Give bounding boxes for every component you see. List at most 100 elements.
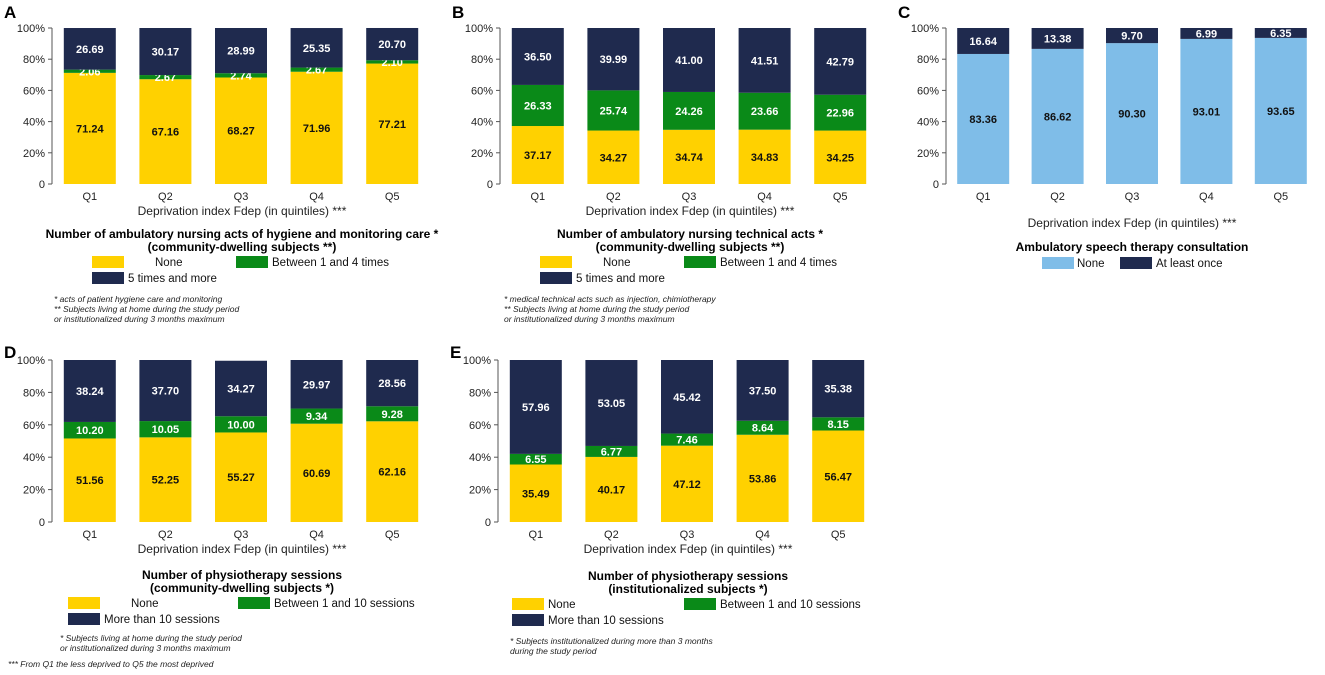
bar-segment-q4-s1	[1180, 28, 1233, 39]
data-label: 34.25	[826, 152, 854, 164]
bar-segment-q3-s1	[1106, 28, 1158, 44]
y-tick-label: 0	[485, 517, 491, 529]
bar-segment-q5-s0	[366, 421, 419, 522]
bar-segment-q5-s2	[814, 28, 867, 95]
data-label: 39.99	[600, 54, 628, 66]
data-label: 90.30	[1118, 109, 1146, 121]
data-label: 6.77	[601, 446, 622, 458]
bar-segment-q2-s0	[1031, 48, 1084, 184]
bar-segment-q1-s2	[511, 28, 564, 85]
bar-segment-q2-s1	[139, 421, 192, 438]
panel-b: B 0 20% 40% 60% 80% 100% 37.17 26.33 36.50 Q1 34.2…	[452, 3, 867, 324]
data-label: 8.64	[752, 423, 774, 435]
bar-segment-q1-s0	[63, 72, 116, 184]
data-label: 53.86	[749, 473, 777, 485]
legend-swatch-more	[92, 272, 124, 284]
legend-swatch-none	[1042, 257, 1074, 269]
data-label: 42.79	[826, 56, 854, 68]
bar-segment-q1-s2	[509, 360, 562, 454]
legend-label-none: None	[155, 257, 183, 269]
panel-a-note-3: or institutionalized during 3 months max…	[54, 314, 225, 324]
data-label: 55.27	[227, 472, 255, 484]
bar-segment-q1-s1	[63, 421, 116, 439]
panel-a-note-1: * acts of patient hygiene care and monit…	[54, 294, 222, 304]
y-tick-label: 80%	[471, 54, 493, 66]
data-label: 24.26	[675, 106, 703, 118]
y-tick-label: 100%	[465, 23, 493, 35]
panel-a-legend: None Between 1 and 4 times 5 times and m…	[92, 256, 389, 285]
bar-segment-q5-s1	[812, 417, 865, 431]
bar-segment-q1-s1	[957, 28, 1010, 54]
bar-segment-q5-s0	[1254, 37, 1307, 184]
panel-d-note-2: or institutionalized during 3 months max…	[60, 643, 231, 653]
y-tick-label: 40%	[469, 452, 491, 464]
panel-b-note-1: * medical technical acts such as injecti…	[504, 294, 716, 304]
bar-segment-q3-s1	[663, 91, 715, 130]
y-tick-label: 100%	[17, 23, 45, 35]
panel-a: A 020%40%60%80%100%71.242.0626.69Q167.16…	[4, 3, 439, 324]
data-label: 10.00	[227, 419, 255, 431]
data-label: 22.96	[826, 108, 854, 120]
bar-segment-q1-s0	[957, 53, 1010, 184]
bar-segment-q4-s0	[738, 129, 791, 184]
data-label: 2.74	[230, 70, 252, 82]
x-tick-label: Q1	[82, 191, 97, 203]
bar-segment-q1-s2	[63, 360, 116, 422]
data-label: 60.69	[303, 468, 331, 480]
bar-segment-q1-s1	[509, 453, 562, 465]
x-tick-label: Q3	[682, 191, 697, 203]
x-tick-label: Q5	[385, 191, 400, 203]
panel-d-legend: None Between 1 and 10 sessions More than…	[68, 597, 415, 626]
panel-a-legend-title-1: Number of ambulatory nursing acts of hyg…	[46, 227, 439, 241]
legend-swatch-none	[68, 597, 100, 609]
x-tick-label: Q3	[234, 191, 249, 203]
x-tick-label: Q5	[385, 529, 400, 541]
bar-segment-q5-s0	[366, 63, 419, 184]
panel-c-legend-title-1: Ambulatory speech therapy consultation	[1016, 240, 1249, 254]
legend-swatch-none	[540, 256, 572, 268]
legend-swatch-between	[236, 256, 268, 268]
x-tick-label: Q3	[1125, 191, 1140, 203]
bar-segment-q4-s1	[290, 408, 343, 424]
data-label: 37.70	[152, 386, 180, 398]
x-tick-label: Q4	[1199, 191, 1214, 203]
bar-segment-q2-s2	[587, 28, 640, 91]
panel-a-note-2: ** Subjects living at home during the st…	[54, 304, 239, 314]
data-label: 8.15	[827, 419, 848, 431]
bar-segment-q3-s2	[215, 360, 267, 417]
legend-label-between: Between 1 and 10 sessions	[720, 599, 861, 611]
y-tick-label: 20%	[917, 148, 939, 160]
bar-segment-q3-s2	[663, 28, 715, 92]
data-label: 53.05	[598, 398, 626, 410]
panel-e-legend-title-1: Number of physiotherapy sessions	[588, 569, 788, 583]
bar-segment-q3-s0	[663, 129, 715, 184]
panel-d-legend-title-2: (community-dwelling subjects *)	[150, 581, 334, 595]
y-tick-label: 20%	[469, 485, 491, 497]
data-label: 56.47	[824, 471, 852, 483]
bar-segment-q4-s2	[736, 360, 789, 421]
y-tick-label: 60%	[469, 420, 491, 432]
data-label: 71.96	[303, 123, 331, 135]
bar-segment-q4-s2	[290, 360, 343, 409]
panel-e-legend: None Between 1 and 10 sessions More than…	[512, 598, 861, 627]
x-tick-label: Q5	[1273, 191, 1288, 203]
x-tick-label: Q2	[1050, 191, 1065, 203]
bar-segment-q1-s1	[63, 69, 116, 73]
bar-segment-q5-s2	[366, 27, 419, 61]
data-label: 10.20	[76, 425, 104, 437]
bar-segment-q5-s2	[812, 360, 865, 418]
y-tick-label: 0	[933, 179, 939, 191]
legend-swatch-none	[512, 598, 544, 610]
panel-d: D 0 20% 40% 60% 80% 100% 51.56 10.20 38.24 Q1 52.2…	[4, 343, 419, 669]
data-label: 6.55	[525, 454, 546, 466]
data-label: 28.99	[227, 46, 255, 58]
data-label: 34.27	[600, 152, 628, 164]
data-label: 93.01	[1193, 106, 1221, 118]
bar-segment-q2-s0	[139, 437, 192, 522]
bar-segment-q4-s0	[290, 71, 343, 184]
panel-b-note-3: or institutionalized during 3 months max…	[504, 314, 675, 324]
x-tick-label: Q2	[158, 529, 173, 541]
bar-segment-q3-s1	[215, 416, 267, 433]
legend-swatch-between	[238, 597, 270, 609]
data-label: 26.33	[524, 100, 552, 112]
